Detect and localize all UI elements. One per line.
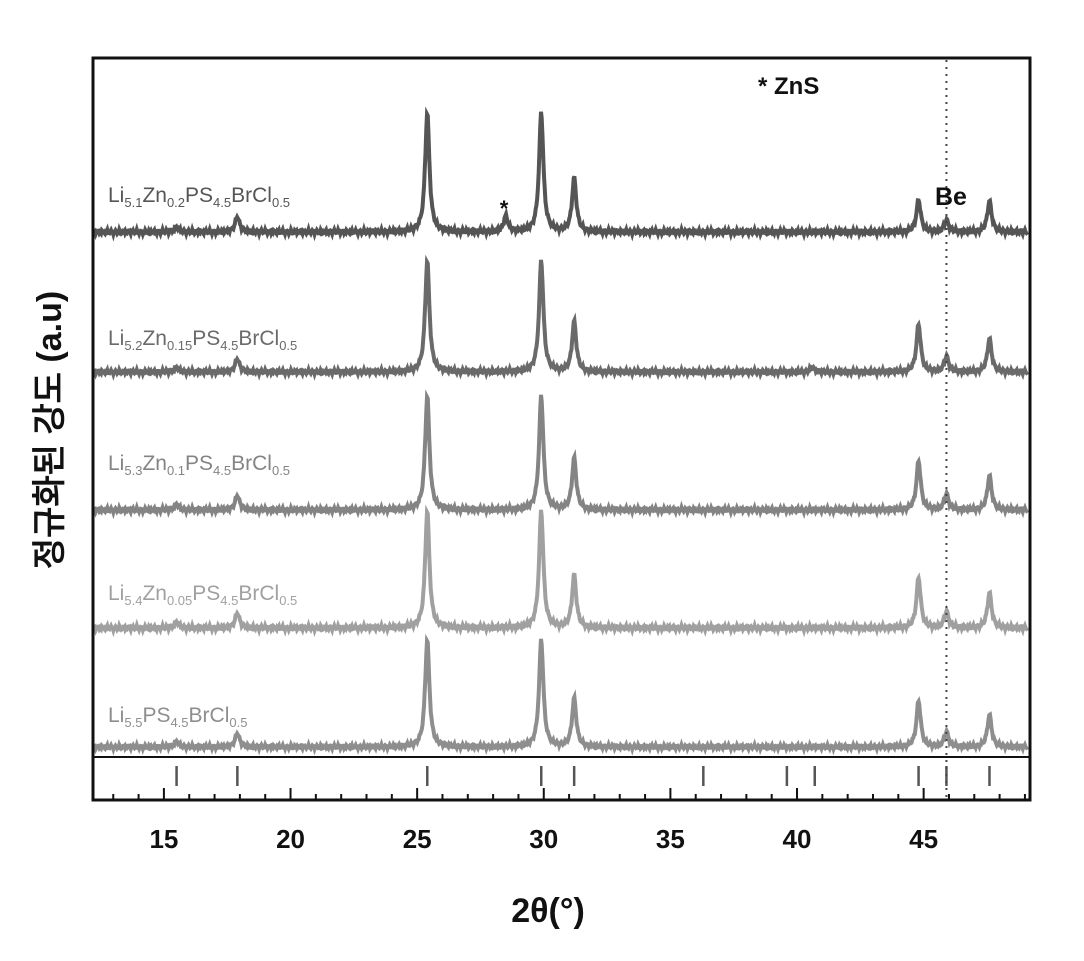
series-3: Li5.3Zn0.1PS4.5BrCl0.5 — [94, 395, 1028, 513]
x-tick-label: 45 — [909, 824, 938, 854]
x-tick-label: 40 — [783, 824, 812, 854]
series-label: Li5.4Zn0.05PS4.5BrCl0.5 — [108, 582, 297, 608]
series-5: Li5.5PS4.5BrCl0.5 — [94, 639, 1028, 749]
series-line — [94, 112, 1028, 235]
x-tick-label: 20 — [276, 824, 305, 854]
series-label: Li5.2Zn0.15PS4.5BrCl0.5 — [108, 327, 297, 353]
series-group: Li5.1Zn0.2PS4.5BrCl0.5 Li5.2Zn0.15PS4.5Br… — [94, 112, 1028, 749]
series-2: Li5.2Zn0.15PS4.5BrCl0.5 — [94, 260, 1028, 374]
series-line — [94, 639, 1028, 749]
x-tick-label: 35 — [656, 824, 685, 854]
x-axis-ticks: 15 20 25 30 35 40 45 — [113, 788, 1025, 854]
zns-legend-label: * ZnS — [758, 73, 819, 100]
series-label: Li5.1Zn0.2PS4.5BrCl0.5 — [108, 184, 290, 210]
series-1: Li5.1Zn0.2PS4.5BrCl0.5 — [94, 112, 1028, 235]
series-4: Li5.4Zn0.05PS4.5BrCl0.5 — [94, 510, 1028, 631]
x-tick-label: 30 — [529, 824, 558, 854]
be-label: Be — [935, 183, 967, 211]
zns-peak-marker: * — [500, 196, 509, 221]
y-axis-title: 정규화된 강도 (a.u) — [31, 291, 69, 569]
x-axis-title: 2θ(°) — [511, 892, 585, 930]
series-label: Li5.5PS4.5BrCl0.5 — [108, 704, 247, 730]
series-line — [94, 260, 1028, 374]
series-label: Li5.3Zn0.1PS4.5BrCl0.5 — [108, 452, 290, 478]
x-tick-label: 15 — [149, 824, 178, 854]
reference-ticks — [177, 766, 990, 786]
plot-frame — [93, 58, 1030, 800]
series-line — [94, 510, 1028, 631]
x-tick-label: 25 — [403, 824, 432, 854]
